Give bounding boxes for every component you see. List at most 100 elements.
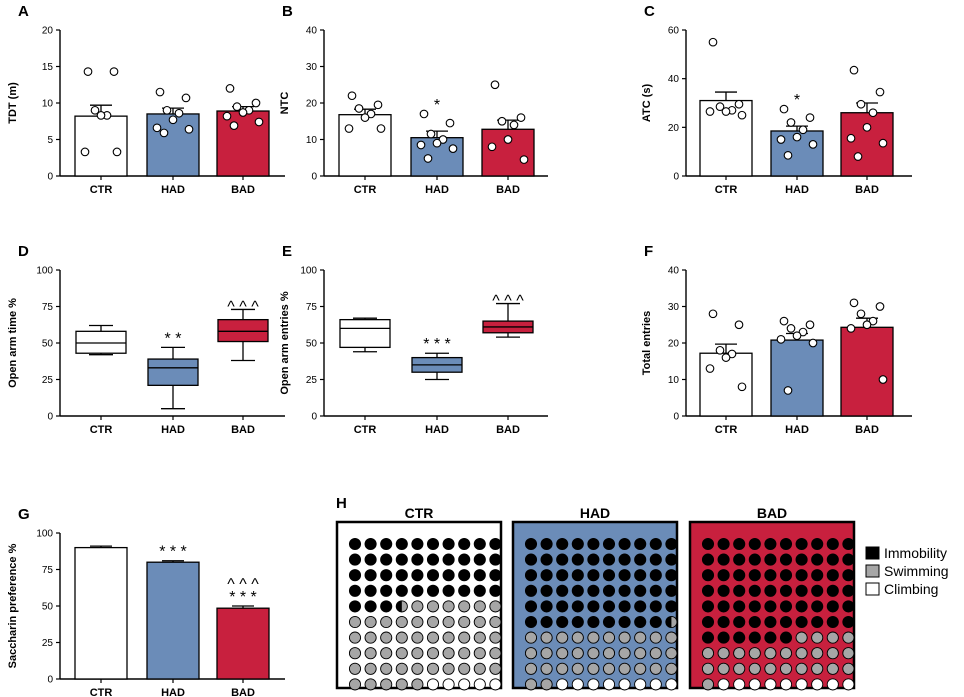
H-ctr-cell-7 [458, 537, 471, 551]
A-category-label-bad: BAD [231, 184, 255, 196]
B-significance-had: * [434, 97, 440, 114]
F-point-had-7 [783, 386, 793, 395]
H-ctr-cell-80 [348, 662, 362, 675]
H-had-cell-86 [618, 662, 631, 675]
D-category-label-bad: BAD [231, 424, 255, 436]
H-ctr-cell-59 [489, 615, 502, 629]
B-ytick-label-3: 30 [306, 62, 318, 73]
H-ctr-cell-40 [348, 600, 362, 613]
H-ctr-cell-17 [458, 553, 471, 566]
H-bad-cell-32 [733, 584, 746, 597]
F-bar-bad [840, 326, 894, 417]
H-bad-cell-81 [717, 662, 730, 675]
B-point-had-5 [416, 140, 426, 150]
H-ctr-cell-15 [426, 553, 440, 566]
H-had-cell-77 [634, 647, 647, 660]
H-bad-cell-24 [764, 569, 777, 582]
H-ctr-cell-77 [458, 647, 471, 660]
H-bad-cell-87 [811, 662, 824, 675]
H-ctr-cell-74 [411, 647, 424, 660]
F-point-bad-6 [878, 375, 888, 384]
F-y-axis-label: Total entries [641, 311, 653, 376]
H-legend-swatch-swimming [865, 564, 880, 578]
G-ytick-label-0: 0 [47, 675, 53, 686]
G-bar-had [146, 561, 200, 680]
G-ytick-label-4: 100 [36, 529, 53, 540]
H-had-cell-80 [524, 662, 538, 675]
H-bad-cell-95 [779, 678, 793, 691]
A-point-bad-4 [238, 108, 248, 117]
H-ctr-cell-65 [426, 631, 440, 644]
H-bad-cell-70 [701, 647, 715, 660]
C-ytick-label-2: 40 [668, 74, 680, 85]
H-had-cell-63 [571, 631, 584, 644]
H-bad-cell-94 [764, 678, 777, 691]
A-point-had-0 [155, 87, 165, 97]
H-had-cell-78 [649, 647, 662, 660]
H-legend-label-immobility: Immobility [884, 545, 947, 561]
F-ytick-label-3: 30 [668, 302, 680, 313]
C-category-label-ctr: CTR [715, 184, 738, 196]
F-category-label-had: HAD [785, 424, 809, 436]
C-ytick-label-0: 0 [673, 172, 679, 183]
H-bad-cell-55 [779, 615, 793, 629]
H-bad-cell-34 [764, 584, 777, 597]
panel-label-F: F [644, 243, 653, 260]
D-ytick-label-3: 75 [42, 302, 54, 313]
C-point-had-7 [783, 150, 793, 160]
H-ctr-cell-30 [348, 584, 362, 597]
H-bad-cell-42 [733, 600, 746, 613]
H-bad-cell-99 [842, 678, 855, 691]
panel-E: 0 25 50 75 100 CTR HAD BAD Open arm entries % E * … [279, 243, 548, 436]
F-point-had-5 [776, 335, 786, 344]
H-bad-cell-43 [748, 600, 761, 613]
G-category-label-bad: BAD [231, 687, 255, 697]
H-bad-cell-38 [826, 584, 839, 597]
H-had-cell-92 [556, 678, 569, 691]
H-had-cell-91 [540, 678, 553, 691]
D-y-axis-label: Open arm time % [7, 298, 19, 388]
H-had-cell-61 [540, 631, 553, 644]
H-bad-cell-49 [842, 600, 855, 613]
H-ctr-cell-52 [380, 615, 393, 629]
H-bad-cell-17 [811, 553, 824, 566]
H-had-cell-75 [602, 647, 616, 660]
H-ctr-cell-20 [348, 569, 362, 582]
E-ytick-label-0: 0 [311, 412, 317, 423]
panel-label-G: G [18, 506, 30, 523]
H-had-cell-29 [665, 569, 678, 582]
H-ctr-cell-89 [489, 662, 502, 675]
H-ctr-cell-71 [364, 647, 377, 660]
H-ctr-cell-24 [411, 569, 424, 582]
H-had-cell-8 [649, 537, 662, 551]
H-bad-cell-2 [733, 537, 746, 551]
H-bad-cell-78 [826, 647, 839, 660]
H-had-cell-34 [587, 584, 600, 597]
A-point-ctr-4 [96, 111, 106, 120]
C-point-bad-2 [856, 99, 866, 109]
A-point-ctr-1 [109, 67, 119, 76]
H-had-cell-10 [524, 553, 538, 566]
C-point-bad-5 [846, 133, 856, 143]
panel-label-E: E [282, 243, 292, 260]
H-legend-label-swimming: Swimming [884, 563, 949, 579]
panel-C: 0 20 40 60 CTR HAD BAD ATC (s) C * [641, 3, 912, 196]
F-point-bad-2 [856, 309, 866, 319]
B-point-bad-5 [487, 142, 497, 152]
C-point-ctr-1 [734, 99, 744, 109]
B-point-had-1 [445, 118, 455, 128]
H-ctr-cell-31 [364, 584, 377, 597]
H-ctr-cell-83 [395, 662, 408, 675]
C-point-had-1 [805, 113, 815, 122]
C-category-label-bad: BAD [855, 184, 879, 196]
H-bad-cell-6 [795, 537, 808, 551]
H-bad-cell-65 [779, 631, 793, 644]
H-bad-cell-3 [748, 537, 761, 551]
H-bad-cell-10 [701, 553, 715, 566]
H-bad-cell-39 [842, 584, 855, 597]
H-bad-cell-63 [748, 631, 761, 644]
H-ctr-cell-57 [458, 615, 471, 629]
H-bad-cell-75 [779, 647, 793, 660]
H-ctr-cell-81 [364, 662, 377, 675]
B-ytick-label-4: 40 [306, 26, 318, 37]
